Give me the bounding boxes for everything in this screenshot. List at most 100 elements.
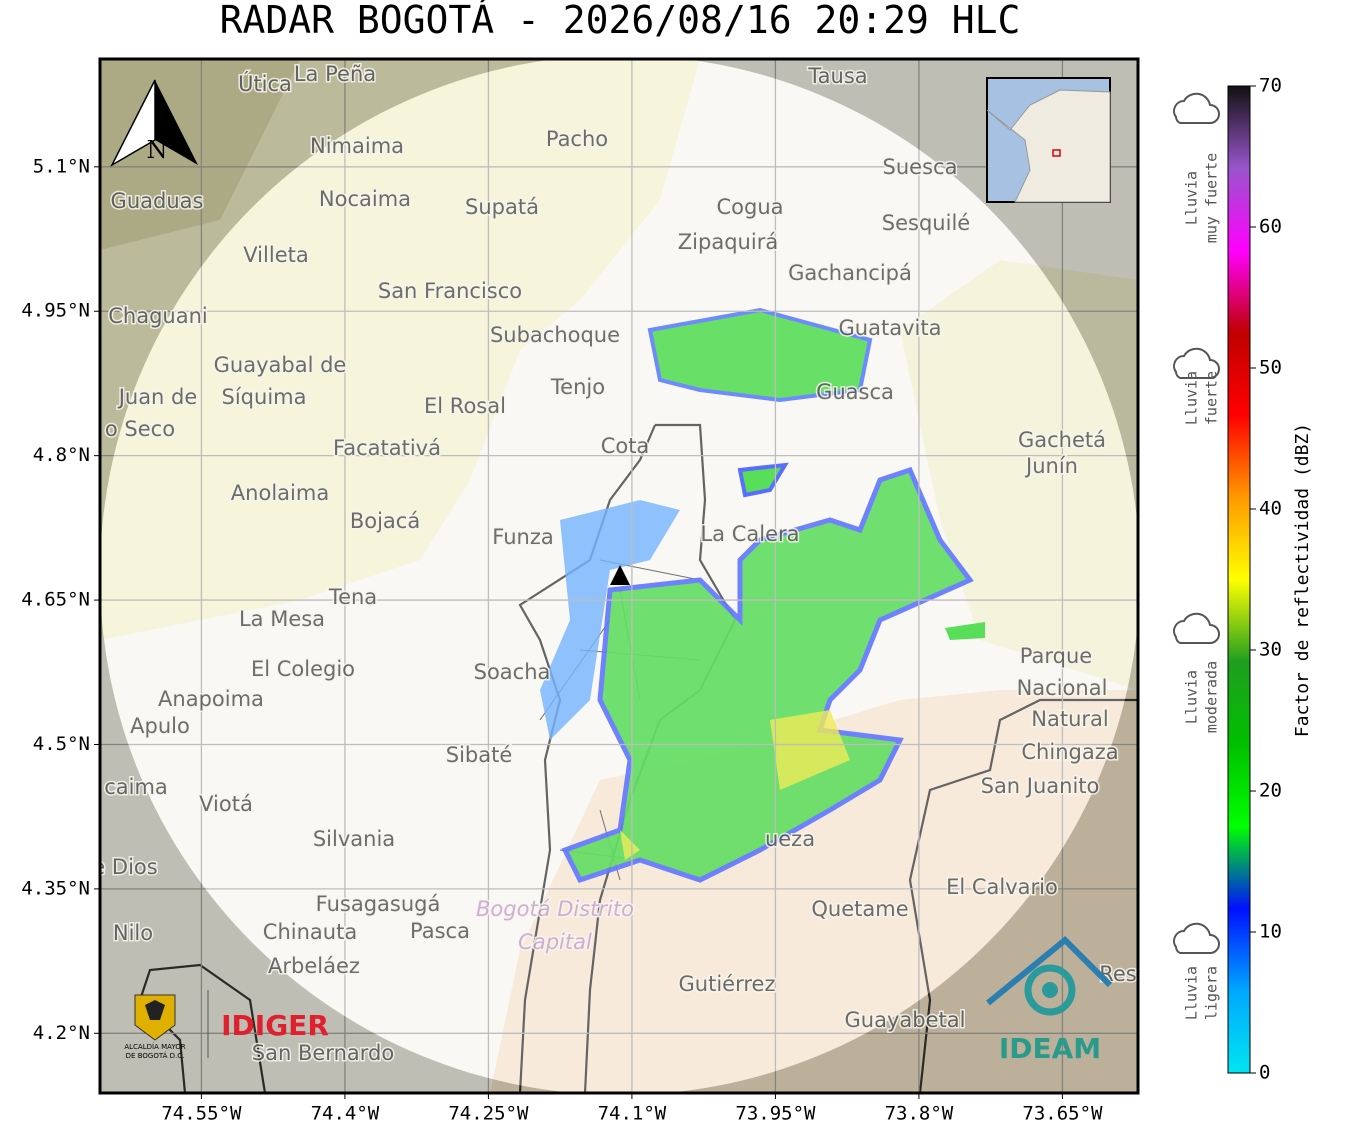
place-label: Gutiérrez	[679, 972, 776, 996]
logo-alcaldia: ALCALDÍA MAYOR DE BOGOTÁ D.C. IDIGER	[124, 990, 329, 1060]
colorbar-tick-label: 50	[1259, 357, 1282, 379]
echo	[540, 500, 680, 740]
logo-text: IDEAM	[999, 1032, 1101, 1065]
weather-icon	[1173, 922, 1220, 954]
place-label: ueza	[765, 827, 815, 851]
weather-icon	[1173, 347, 1220, 379]
place-label: Natural	[1031, 707, 1108, 731]
district-label: Bogotá Distrito	[476, 897, 634, 921]
place-label: Soacha	[474, 660, 551, 684]
colorbar-tick-label: 0	[1259, 1062, 1270, 1084]
place-label: Nocaima	[319, 187, 411, 211]
place-label: Funza	[492, 525, 553, 549]
colorbar-tick-label: 70	[1259, 75, 1282, 97]
place-label: Guasca	[816, 380, 894, 404]
colorbar-tick-label: 10	[1259, 921, 1282, 943]
border	[518, 424, 657, 1093]
logo-text: DE BOGOTÁ D.C.	[126, 1051, 185, 1060]
logo-ideam: IDEAM	[986, 935, 1113, 1065]
rain-class-label: Lluvia	[1183, 670, 1201, 724]
radar-echoes	[540, 307, 985, 884]
place-label: caima	[104, 775, 168, 799]
colorbar-scale	[1227, 85, 1251, 1074]
compass: N	[110, 79, 198, 167]
place-label: Tena	[328, 585, 377, 609]
weather-icon	[1173, 612, 1220, 644]
x-tick-label: 73.65°W	[1022, 1103, 1103, 1125]
place-label: Cogua	[716, 195, 783, 219]
x-tick-label: 74.25°W	[448, 1103, 529, 1125]
colorbar: Factor de reflectividad (dBZ) 0 10 20 30 40 5…	[1173, 75, 1313, 1084]
inset-map	[986, 77, 1111, 203]
place-label: Gachancipá	[788, 261, 912, 285]
place-label: Fusagasugá	[316, 892, 441, 916]
place-label: Facatativá	[333, 436, 441, 460]
rain-class-label: ligera	[1203, 966, 1221, 1020]
place-label: La Calera	[700, 522, 799, 546]
radar-site	[610, 565, 630, 585]
y-tick-label: 5.1°N	[33, 155, 90, 177]
colorbar-tick-label: 40	[1259, 498, 1282, 520]
place-label: Nacional	[1017, 676, 1108, 700]
place-label: Supatá	[465, 195, 539, 219]
grid	[100, 59, 1138, 1093]
place-label: Guatavita	[839, 316, 942, 340]
rain-class-label: Lluvia	[1183, 966, 1201, 1020]
map-frame	[98, 57, 1140, 1095]
place-label: San Bernardo	[252, 1041, 394, 1065]
y-tick-label: 4.2°N	[33, 1022, 90, 1044]
place-label: Nimaima	[310, 134, 404, 158]
place-label: Anolaima	[231, 481, 329, 505]
place-label: Tausa	[807, 64, 867, 88]
x-tick-label: 74.4°W	[311, 1103, 380, 1125]
place-label: El Calvario	[946, 875, 1058, 899]
terrain	[100, 59, 700, 640]
rain-class-label: muy fuerte	[1203, 153, 1221, 243]
place-label: Tenjo	[550, 375, 605, 399]
rain-class-label: Lluvia	[1183, 371, 1201, 425]
echo	[561, 466, 974, 884]
place-label: Subachoque	[490, 323, 620, 347]
place-label: La Peña	[294, 62, 376, 86]
place-label: o Seco	[105, 417, 175, 441]
place-label: Viotá	[199, 792, 253, 816]
y-tick-label: 4.5°N	[33, 733, 90, 755]
rain-class-label: Lluvia	[1183, 171, 1201, 225]
logo-text: ALCALDÍA MAYOR	[124, 1042, 185, 1051]
place-label: Chingaza	[1021, 740, 1118, 764]
place-label: Guayabetal	[845, 1008, 966, 1032]
place-label: Bojacá	[350, 509, 420, 533]
colorbar-label: Factor de reflectividad (dBZ)	[1292, 423, 1313, 737]
place-label: Guaduas	[111, 189, 204, 213]
place-label: Pacho	[546, 127, 608, 151]
place-label: Guayabal de	[214, 353, 347, 377]
place-label: Juan de	[117, 385, 198, 409]
place-label: Anapoima	[158, 687, 264, 711]
place-label: Útica	[238, 71, 292, 96]
y-tick-label: 4.65°N	[21, 589, 90, 611]
place-label: Parque	[1020, 644, 1092, 668]
place-label: e Dios	[92, 855, 157, 879]
logo-text: IDIGER	[221, 1009, 329, 1042]
place-label: Síquima	[222, 385, 307, 409]
district-label: Capital	[518, 930, 592, 954]
colorbar-tick-label: 20	[1259, 780, 1282, 802]
x-tick-label: 73.95°W	[735, 1103, 816, 1125]
place-label: Res	[1099, 962, 1137, 986]
place-label: Quetame	[811, 897, 908, 921]
colorbar-tick-label: 60	[1259, 216, 1282, 238]
compass-label: N	[147, 136, 168, 164]
y-tick-label: 4.95°N	[21, 300, 90, 322]
place-label: Gachetá	[1018, 428, 1106, 452]
place-label: Sibaté	[446, 743, 513, 767]
place-label: Chinauta	[263, 920, 357, 944]
y-tick-label: 4.8°N	[33, 444, 90, 466]
weather-icon	[1173, 92, 1220, 124]
place-label: Sesquilé	[882, 211, 970, 235]
rain-class-label: moderada	[1203, 661, 1221, 733]
place-label: Junín	[1024, 454, 1078, 478]
title: RADAR BOGOTÁ - 2026/08/16 20:29 HLC	[220, 0, 1021, 42]
place-label: San Juanito	[981, 774, 1100, 798]
